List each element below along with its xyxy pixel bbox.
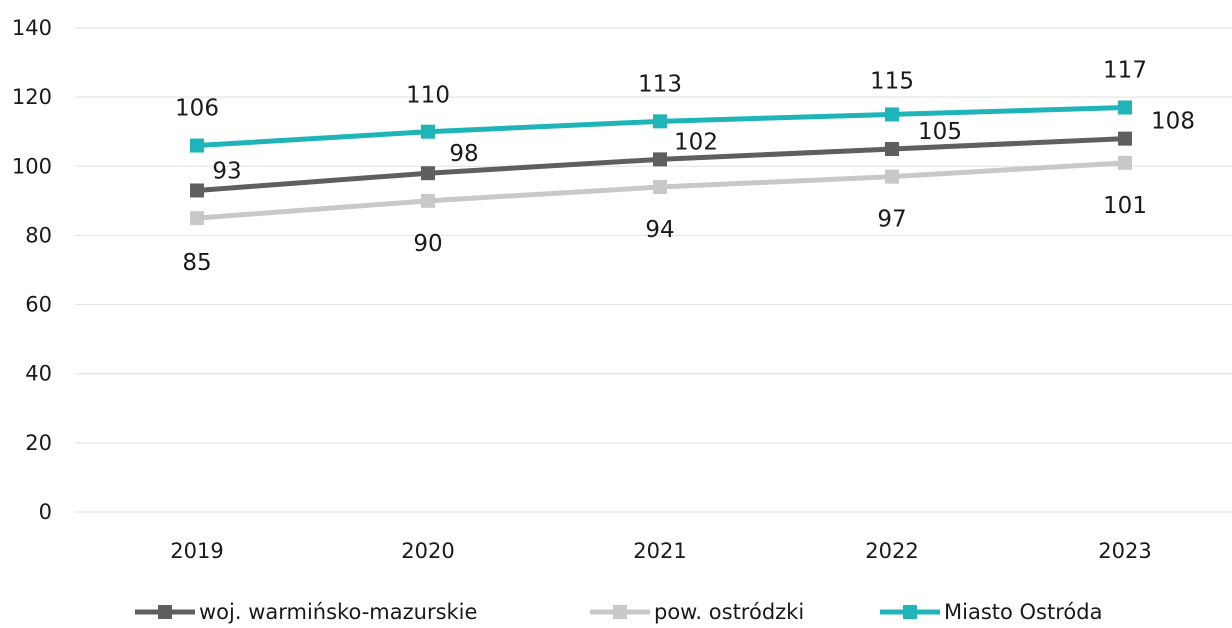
data-point-marker: [421, 166, 435, 181]
data-label: 101: [1103, 193, 1147, 219]
data-label: 98: [449, 141, 478, 167]
y-tick-label: 0: [39, 500, 52, 524]
data-point-marker: [421, 124, 435, 139]
legend-item-2: Miasto Ostróda: [880, 600, 1102, 624]
data-point-marker: [885, 142, 899, 156]
data-point-marker: [421, 193, 435, 208]
series-lines: [190, 100, 1132, 226]
y-axis-tick-labels: 0 20 40 60 80 100 120 140: [12, 16, 52, 524]
series-2: [190, 100, 1132, 153]
data-point-marker: [653, 114, 667, 129]
data-point-marker: [190, 138, 204, 153]
y-tick-label: 100: [12, 154, 52, 178]
data-point-marker: [1118, 100, 1132, 115]
x-category-label: 2023: [1098, 539, 1151, 563]
data-label: 85: [182, 250, 211, 276]
y-tick-label: 140: [12, 16, 52, 40]
legend-label: Miasto Ostróda: [944, 600, 1102, 624]
data-label: 90: [413, 231, 442, 257]
legend-marker-swatch: [158, 605, 172, 619]
data-point-marker: [653, 180, 667, 195]
data-label: 94: [645, 217, 674, 243]
data-point-marker: [885, 169, 899, 184]
data-label: 97: [877, 207, 906, 233]
x-axis-category-labels: 2019 2020 2021 2022 2023: [170, 539, 1151, 563]
series-1: [190, 155, 1132, 226]
legend-marker-swatch: [903, 605, 917, 619]
x-category-label: 2019: [170, 539, 223, 563]
legend-marker-swatch: [613, 605, 627, 619]
data-label: 106: [175, 96, 219, 122]
data-labels: 93 98 102 105 108 85 90 94 97 101 106 110 113 115 117: [175, 58, 1195, 277]
legend-item-0: woj. warmińsko-mazurskie: [135, 600, 477, 624]
data-label: 110: [406, 83, 450, 109]
data-point-marker: [190, 183, 204, 198]
legend-label: woj. warmińsko-mazurskie: [199, 600, 477, 624]
data-label: 115: [870, 68, 914, 94]
y-tick-label: 60: [25, 293, 52, 317]
data-label: 105: [918, 119, 962, 145]
legend-item-1: pow. ostródzki: [590, 600, 804, 624]
y-tick-label: 120: [12, 85, 52, 109]
x-category-label: 2021: [633, 539, 686, 563]
data-point-marker: [653, 152, 667, 167]
data-point-marker: [190, 211, 204, 226]
y-tick-label: 80: [25, 223, 52, 247]
gridlines: [75, 27, 1232, 513]
series-0: [190, 131, 1132, 198]
data-label: 113: [638, 71, 682, 97]
data-point-marker: [1118, 131, 1132, 146]
legend: woj. warmińsko-mazurskie pow. ostródzki Mi…: [135, 600, 1102, 624]
data-label: 93: [212, 158, 241, 184]
y-tick-label: 20: [25, 431, 52, 455]
y-tick-label: 40: [25, 362, 52, 386]
legend-label: pow. ostródzki: [654, 600, 804, 624]
data-label: 117: [1103, 58, 1147, 84]
x-category-label: 2022: [865, 539, 918, 563]
data-point-marker: [1118, 155, 1132, 170]
data-label: 102: [674, 129, 718, 155]
data-point-marker: [885, 107, 899, 122]
data-label: 108: [1151, 109, 1195, 135]
x-category-label: 2020: [401, 539, 454, 563]
